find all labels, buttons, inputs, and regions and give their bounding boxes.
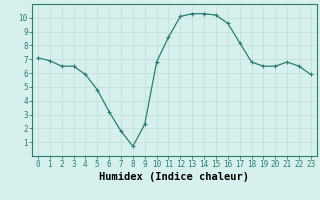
- X-axis label: Humidex (Indice chaleur): Humidex (Indice chaleur): [100, 172, 249, 182]
